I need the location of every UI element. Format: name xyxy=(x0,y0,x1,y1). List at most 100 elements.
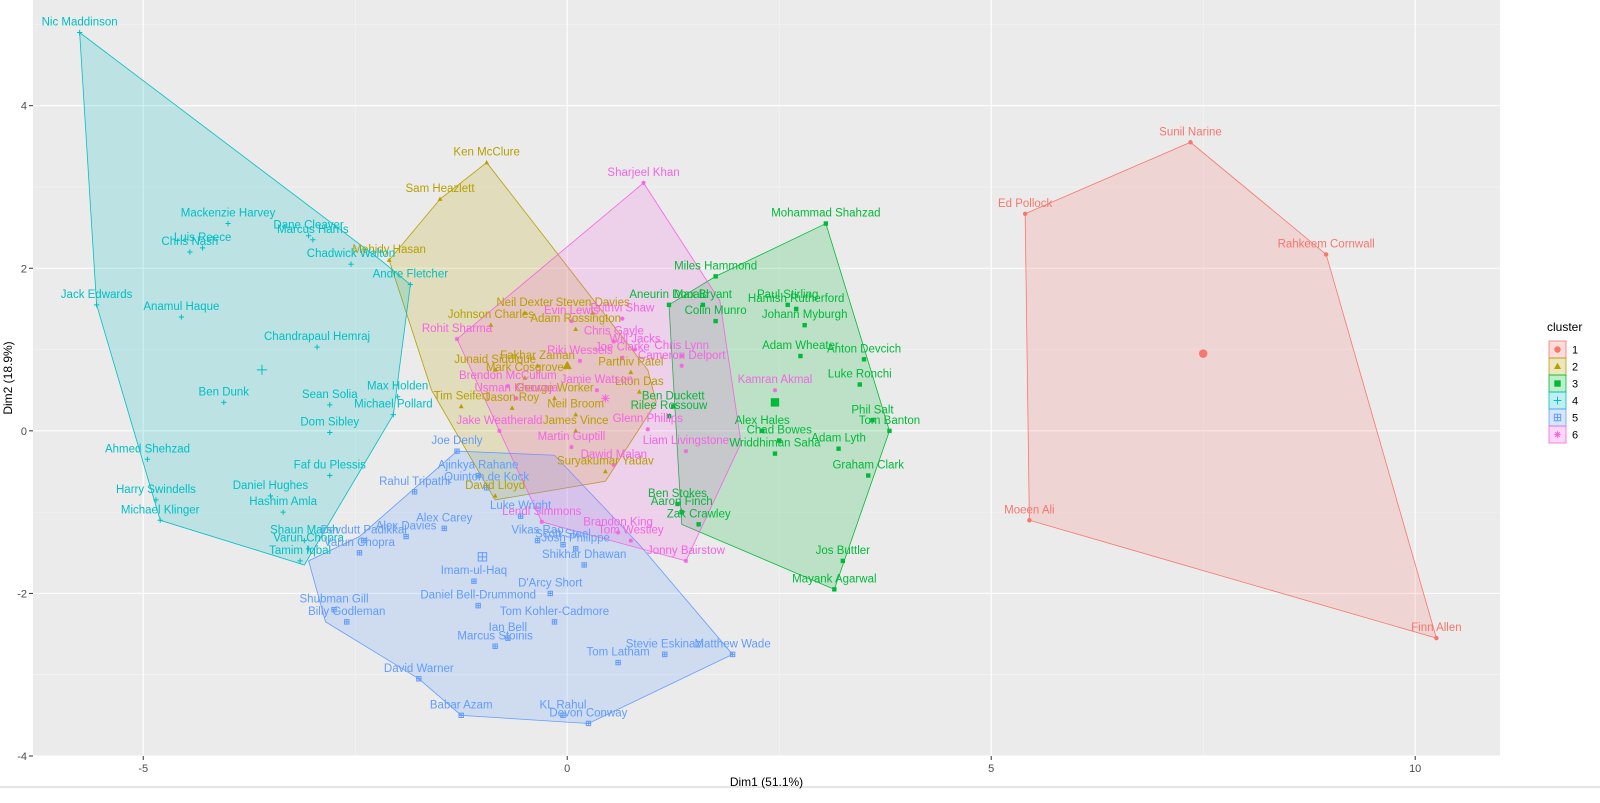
data-point xyxy=(297,558,303,564)
point-label: Cameron Delport xyxy=(638,350,726,362)
point-label: Nic Maddinson xyxy=(42,17,118,29)
point-label: Adam Wheater xyxy=(762,340,839,352)
data-point xyxy=(144,456,151,462)
data-point xyxy=(777,438,782,443)
data-point xyxy=(683,558,689,564)
data-point xyxy=(590,310,596,315)
point-label: Sam Heazlett xyxy=(406,183,476,195)
data-point xyxy=(390,411,397,418)
data-point xyxy=(199,245,206,251)
data-point xyxy=(305,233,312,239)
data-point xyxy=(729,651,736,658)
legend: cluster 1 2 3 4 5 6 xyxy=(1547,320,1582,444)
data-point xyxy=(585,720,592,727)
point-label: Ian Bell xyxy=(489,622,527,634)
point-label: Tom Banton xyxy=(859,415,920,427)
point-label: Jonny Bairstow xyxy=(647,545,726,557)
point-label: Ahmed Shehzad xyxy=(105,443,190,455)
data-point xyxy=(539,519,544,525)
point-label: Dom Sibley xyxy=(300,416,359,428)
x-tick-label: 10 xyxy=(1409,763,1421,775)
point-label: Rahul Tripathi xyxy=(379,476,450,488)
data-point xyxy=(798,353,803,359)
point-label: Liam Livingstone xyxy=(643,435,729,447)
data-point xyxy=(225,220,231,227)
data-point xyxy=(458,403,464,409)
point-label: Luke Ronchi xyxy=(828,369,892,381)
data-point xyxy=(772,451,778,456)
data-point xyxy=(573,428,579,433)
point-label: Max Holden xyxy=(367,381,428,393)
data-point xyxy=(475,602,481,609)
point-label: Billy Godleman xyxy=(308,606,385,618)
point-labels: Sunil Narine Ed Pollock Rahkeem Cornwall Mo… xyxy=(42,17,1462,720)
data-point xyxy=(832,587,837,592)
data-point xyxy=(611,462,617,468)
point-label: Tim Seifert xyxy=(434,390,490,402)
cluster-3-centroid xyxy=(770,398,780,407)
point-label: Daniel Bell-Drummond xyxy=(420,590,536,602)
point-label: Martin Guptill xyxy=(538,431,606,443)
data-point xyxy=(331,606,337,613)
data-point xyxy=(305,546,312,552)
grid-lines xyxy=(33,0,1500,757)
legend-title: cluster xyxy=(1547,320,1582,334)
point-label: Max Bryant xyxy=(674,289,733,301)
point-label: Alex Carey xyxy=(416,512,472,524)
data-point xyxy=(348,261,354,267)
point-label: Glenn Phillips xyxy=(613,413,684,425)
data-point xyxy=(187,249,193,255)
cluster-2-centroid xyxy=(562,360,572,370)
point-label: Hamish Rutherford xyxy=(748,293,845,305)
data-point xyxy=(632,347,638,352)
data-point xyxy=(386,257,392,262)
cluster-4-hull xyxy=(79,31,411,566)
data-point xyxy=(645,427,650,432)
point-label: Chris Gayle xyxy=(584,325,644,337)
point-label: Moeen Ali xyxy=(1004,504,1055,516)
point-label: Marcus Harris xyxy=(277,224,349,236)
point-label: Ben Stokes xyxy=(648,488,707,500)
data-point xyxy=(458,712,464,719)
data-point xyxy=(327,429,333,436)
data-point xyxy=(802,322,807,328)
point-label: Ajinkya Rahane xyxy=(438,460,519,472)
point-label: Brendon McCullum xyxy=(459,370,557,382)
data-point xyxy=(153,497,159,503)
y-tick-label: 4 xyxy=(21,101,27,113)
data-point xyxy=(437,196,443,201)
point-label: Prithvi Shaw xyxy=(590,303,655,315)
point-label: Vikas Rao xyxy=(511,525,563,537)
point-label: Rohit Sharma xyxy=(422,323,493,335)
data-point xyxy=(628,538,634,543)
point-label: Zak Crawley xyxy=(667,508,731,520)
point-label: Jason Roy xyxy=(485,392,540,404)
data-point xyxy=(615,659,621,666)
y-tick-label: 0 xyxy=(21,426,27,438)
point-label: Aaron Finch xyxy=(651,496,713,508)
data-point xyxy=(700,302,706,308)
data-point xyxy=(615,530,621,535)
data-point xyxy=(441,525,447,532)
data-point xyxy=(492,367,498,372)
point-label: Phil Salt xyxy=(851,404,894,416)
data-point xyxy=(560,541,566,548)
point-label: Mark Cosgrove xyxy=(486,362,564,374)
point-label: Mayank Agarwal xyxy=(792,573,876,585)
point-label: Tom Kohler-Cadmore xyxy=(500,606,609,618)
point-label: KL Rahul xyxy=(540,699,587,711)
point-label: Ben Dunk xyxy=(199,386,250,398)
data-point xyxy=(93,302,100,308)
data-point xyxy=(573,411,579,417)
point-label: Luis Reece xyxy=(174,232,232,244)
point-label: Harry Swindells xyxy=(116,484,196,496)
point-label: Paul Stirling xyxy=(757,289,818,301)
cluster-5-centroid xyxy=(477,552,488,562)
point-label: Neil Dexter xyxy=(496,297,553,309)
data-point xyxy=(866,473,871,478)
point-label: Daniel Hughes xyxy=(233,480,309,492)
legend-symbol-1 xyxy=(1554,346,1561,353)
point-label: Adam Lyth xyxy=(811,433,866,445)
legend-label-6: 6 xyxy=(1572,430,1578,442)
